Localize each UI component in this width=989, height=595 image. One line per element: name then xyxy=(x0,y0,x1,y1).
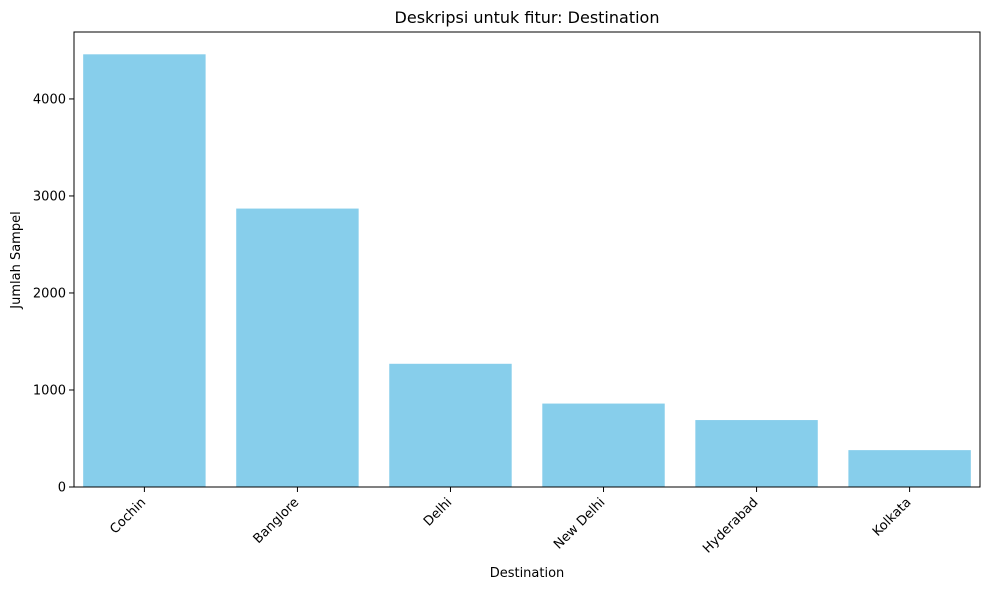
x-tick-label: Cochin xyxy=(107,495,149,537)
y-tick-label: 0 xyxy=(58,481,66,496)
x-tick-label: Banglore xyxy=(251,495,303,547)
x-axis: Cochin Banglore Delhi New Delhi Hyderabad Kol… xyxy=(107,487,914,556)
y-tick-label: 3000 xyxy=(33,189,66,204)
x-tick-label: Hyderabad xyxy=(700,495,761,556)
bar-kolkata xyxy=(848,450,971,487)
bar-new-delhi xyxy=(542,403,665,487)
x-tick-label: New Delhi xyxy=(551,495,608,552)
y-tick-label: 1000 xyxy=(33,383,66,398)
bar-hyderabad xyxy=(695,420,818,487)
chart-title: Deskripsi untuk fitur: Destination xyxy=(395,8,660,27)
y-axis: 0 1000 2000 3000 4000 xyxy=(33,92,74,496)
y-tick-label: 4000 xyxy=(33,92,66,107)
bar-cochin xyxy=(83,54,206,488)
x-axis-label: Destination xyxy=(490,566,565,581)
x-tick-label: Delhi xyxy=(421,495,455,529)
y-tick-label: 2000 xyxy=(33,286,66,301)
x-tick-label: Kolkata xyxy=(870,495,914,539)
bars-layer xyxy=(83,54,971,488)
bar-delhi xyxy=(389,363,512,487)
bar-banglore xyxy=(236,208,359,487)
y-axis-label: Jumlah Sampel xyxy=(9,211,24,309)
plot-frame xyxy=(73,31,981,488)
